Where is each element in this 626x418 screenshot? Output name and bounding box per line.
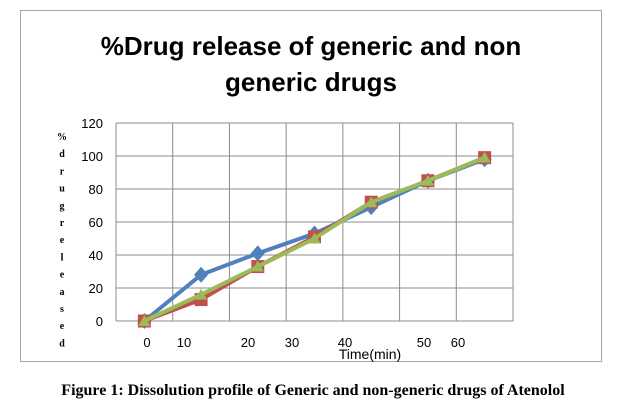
x-axis-label: Time(min) (339, 346, 401, 362)
x-tick-label: 30 (285, 335, 299, 350)
x-tick-label: 60 (451, 335, 465, 350)
data-point-series-3 (308, 232, 321, 244)
x-tick-label: 0 (143, 335, 150, 350)
data-point-series-3 (251, 260, 264, 272)
y-axis-label-char: d (59, 338, 65, 349)
y-tick-label: 80 (89, 182, 103, 197)
chart-frame (20, 10, 602, 362)
y-axis-label-char: l (61, 252, 64, 263)
x-tick-label: 40 (338, 335, 352, 350)
chart-title-line-2: generic drugs (225, 67, 397, 97)
data-point-series-3 (421, 174, 434, 186)
data-point-series-3 (478, 151, 491, 163)
data-point-series-3 (365, 196, 378, 208)
y-axis-label-char: e (60, 270, 65, 281)
y-tick-label: 40 (89, 248, 103, 263)
y-axis-label-char: r (60, 218, 65, 229)
y-axis-label-char: g (60, 201, 65, 212)
chart-title-line-1: %Drug release of generic and non (100, 31, 522, 61)
y-tick-label: 60 (89, 215, 103, 230)
chart-title: %Drug release of generic and non generic… (20, 28, 602, 100)
data-point-series-1 (250, 245, 265, 262)
y-axis-label-char: s (60, 304, 64, 315)
figure-caption: Figure 1: Dissolution profile of Generic… (61, 382, 565, 399)
y-axis-label-char: % (57, 132, 67, 143)
y-tick-label: 0 (96, 314, 103, 329)
y-axis-label-char: d (59, 149, 65, 160)
y-tick-label: 100 (81, 149, 103, 164)
x-tick-label: 50 (417, 335, 431, 350)
y-axis-label-char: e (60, 235, 65, 246)
y-axis-label-char: r (60, 166, 65, 177)
data-point-series-3 (138, 315, 151, 326)
y-axis-label-char: e (60, 321, 65, 332)
y-tick-label: 20 (89, 281, 103, 296)
y-axis-label-char: a (60, 287, 65, 298)
data-point-series-3 (195, 288, 208, 300)
y-axis-label-char: u (59, 184, 65, 195)
y-tick-label: 120 (81, 116, 103, 131)
x-tick-label: 20 (241, 335, 255, 350)
x-tick-label: 10 (177, 335, 191, 350)
data-point-series-1 (194, 266, 209, 283)
